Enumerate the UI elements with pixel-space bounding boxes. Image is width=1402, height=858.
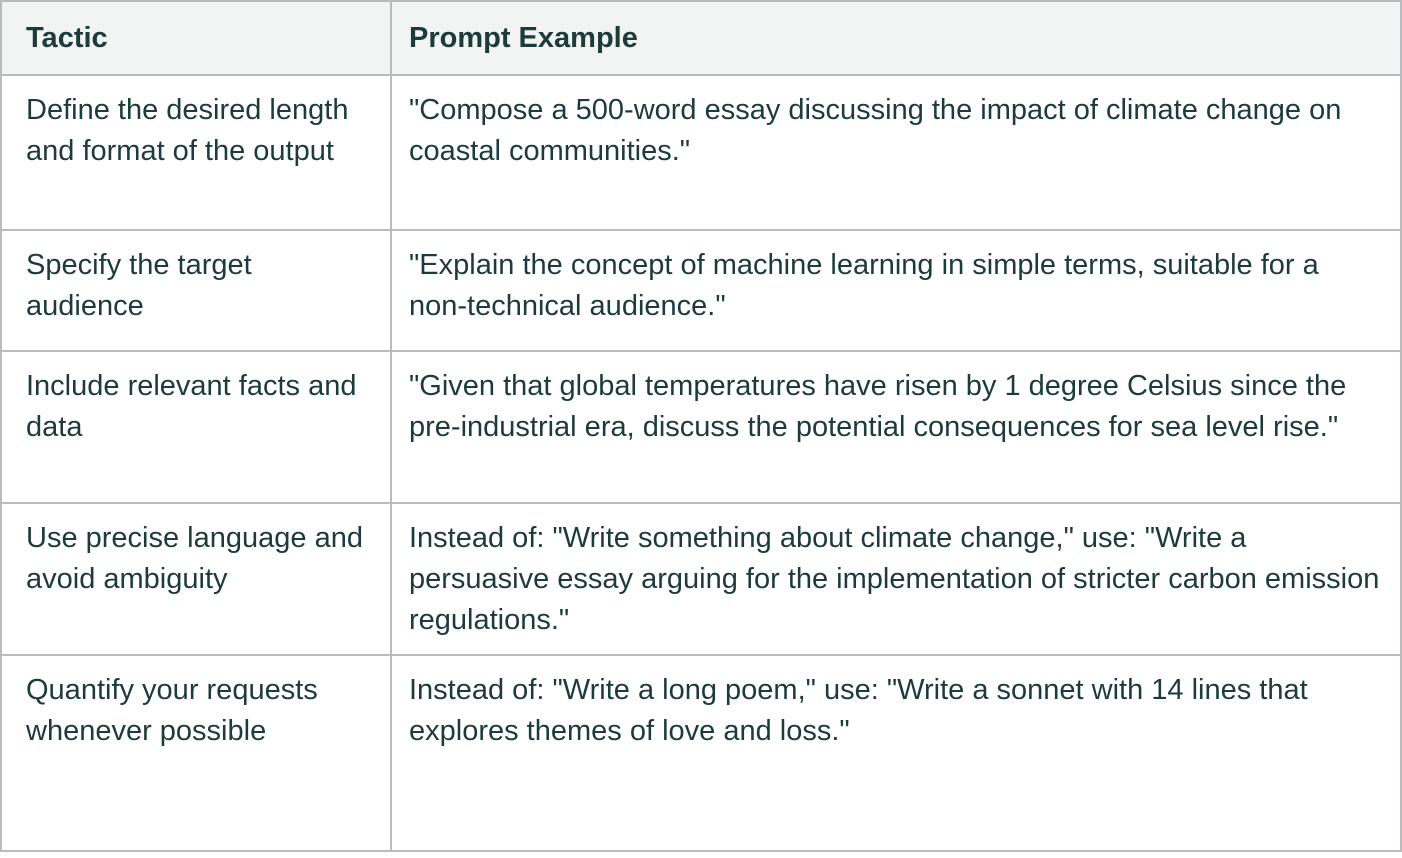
tactic-cell: Specify the target audience xyxy=(0,229,392,352)
example-cell: Instead of: "Write a long poem," use: "W… xyxy=(390,654,1402,852)
tactic-cell: Include relevant facts and data xyxy=(0,350,392,504)
header-cell: Prompt Example xyxy=(390,0,1402,76)
table-row: Use precise language and avoid ambiguity… xyxy=(0,502,1402,656)
header-row: Tactic Prompt Example xyxy=(0,0,1402,76)
table-row: Include relevant facts and data "Given th… xyxy=(0,350,1402,504)
tactic-cell: Use precise language and avoid ambiguity xyxy=(0,502,392,656)
example-cell: "Given that global temperatures have ris… xyxy=(390,350,1402,504)
example-cell: Instead of: "Write something about clima… xyxy=(390,502,1402,656)
table-row: Define the desired length and format of … xyxy=(0,74,1402,231)
header-cell: Tactic xyxy=(0,0,392,76)
tactic-cell: Define the desired length and format of … xyxy=(0,74,392,231)
tactic-cell: Quantify your requests whenever possible xyxy=(0,654,392,852)
example-cell: "Explain the concept of machine learning… xyxy=(390,229,1402,352)
table-row: Specify the target audience "Explain the … xyxy=(0,229,1402,352)
table-row: Quantify your requests whenever possible… xyxy=(0,654,1402,852)
example-cell: "Compose a 500-word essay discussing the… xyxy=(390,74,1402,231)
